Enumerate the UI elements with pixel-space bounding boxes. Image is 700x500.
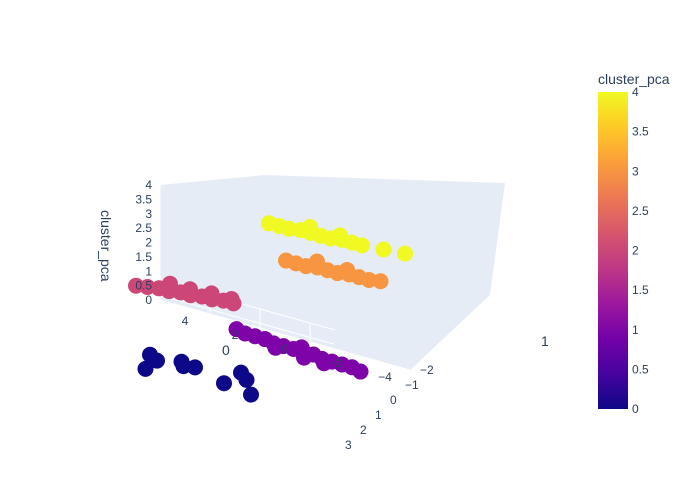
z-tick-label: 4 — [145, 178, 152, 192]
scatter-point-cluster-2 — [182, 281, 198, 298]
colorbar-tick-label: 2 — [632, 244, 639, 258]
y-gridline — [84, 260, 336, 446]
x-axis-title: 0 — [222, 342, 230, 358]
y-gridline — [129, 215, 381, 401]
scatter-point-cluster-3 — [309, 253, 325, 270]
scatter-point-cluster-2 — [162, 275, 178, 292]
colorbar-tick-label: 3.5 — [632, 125, 649, 139]
scatter-point-cluster-0 — [137, 360, 154, 377]
scatter-point-cluster-3 — [372, 273, 389, 290]
y-gridline — [99, 245, 351, 431]
scatter-point-cluster-3 — [339, 261, 355, 278]
y-tick-label: 3 — [345, 438, 352, 452]
scatter-point-cluster-1 — [228, 321, 245, 338]
y-gridline — [114, 230, 366, 416]
scatter-point-cluster-4 — [397, 245, 413, 262]
scatter-point-cluster-4 — [302, 219, 318, 235]
colorbar-tick-label: 1.5 — [632, 283, 649, 297]
scatter-point-cluster-0 — [243, 386, 259, 403]
y-gridline — [159, 185, 411, 371]
y-tick-label: 2 — [360, 423, 367, 437]
colorbar-tick-label: 0.5 — [632, 362, 649, 376]
colorbar-tick-label: 0 — [632, 402, 639, 416]
left-wall — [160, 175, 265, 300]
scatter-point-cluster-1 — [344, 359, 360, 376]
colorbar-gradient — [598, 92, 628, 409]
scatter-point-cluster-0 — [216, 375, 232, 392]
y-tick-label: −2 — [420, 363, 434, 377]
z-tick-label: 2.5 — [135, 221, 152, 235]
scatter-point-cluster-1 — [305, 346, 322, 363]
z-axis-title: cluster_pca — [98, 210, 114, 282]
y-tick-label: −1 — [405, 378, 419, 392]
colorbar-tick-label: 1 — [632, 323, 639, 337]
x-tick-label: 2 — [232, 328, 239, 342]
z-tick-label: 0 — [145, 293, 152, 307]
data-points — [128, 215, 413, 403]
scatter-point-cluster-1 — [293, 339, 310, 356]
colorbar-tick-label: 2.5 — [632, 204, 649, 218]
y-axis-title: 1 — [541, 333, 549, 349]
scatter-point-cluster-0 — [142, 346, 158, 363]
z-tick-label: 0.5 — [135, 279, 152, 293]
x-tick-label: 0 — [282, 342, 289, 356]
scatter-point-cluster-2 — [223, 291, 240, 307]
scatter-point-cluster-0 — [173, 353, 190, 370]
y-tick-label: 1 — [375, 408, 382, 422]
z-tick-label: 3.5 — [135, 192, 152, 206]
x-tick-label: 4 — [182, 314, 189, 328]
colorbar-title: cluster_pca — [598, 71, 670, 87]
floor-plane — [160, 290, 490, 370]
scatter-point-cluster-4 — [354, 237, 370, 254]
scatter-point-cluster-4 — [332, 227, 348, 244]
scatter-point-cluster-0 — [233, 364, 249, 381]
x-tick-label: −4 — [378, 370, 392, 384]
y-tick-label: 0 — [390, 393, 397, 407]
gridlines — [84, 184, 411, 446]
colorbar-tick-label: 3 — [632, 164, 639, 178]
scatter-point-cluster-2 — [203, 285, 220, 302]
scatter-point-cluster-4 — [375, 241, 392, 258]
scatter-point-cluster-1 — [257, 331, 273, 348]
colorbar-ticks: 0 0.5 1 1.5 2 2.5 3 3.5 4 — [632, 85, 649, 416]
colorbar-tick-label: 4 — [632, 85, 639, 99]
x-tick-label: −2 — [328, 356, 342, 370]
colorbar: cluster_pca 0 0.5 1 1.5 2 2.5 3 3.5 4 — [598, 71, 670, 416]
z-tick-label: 2 — [145, 236, 152, 250]
z-tick-label: 3 — [145, 207, 152, 221]
z-tick-label: 1.5 — [135, 250, 152, 264]
scatter-point-cluster-0 — [187, 359, 203, 376]
z-tick-label: 1 — [145, 264, 152, 278]
